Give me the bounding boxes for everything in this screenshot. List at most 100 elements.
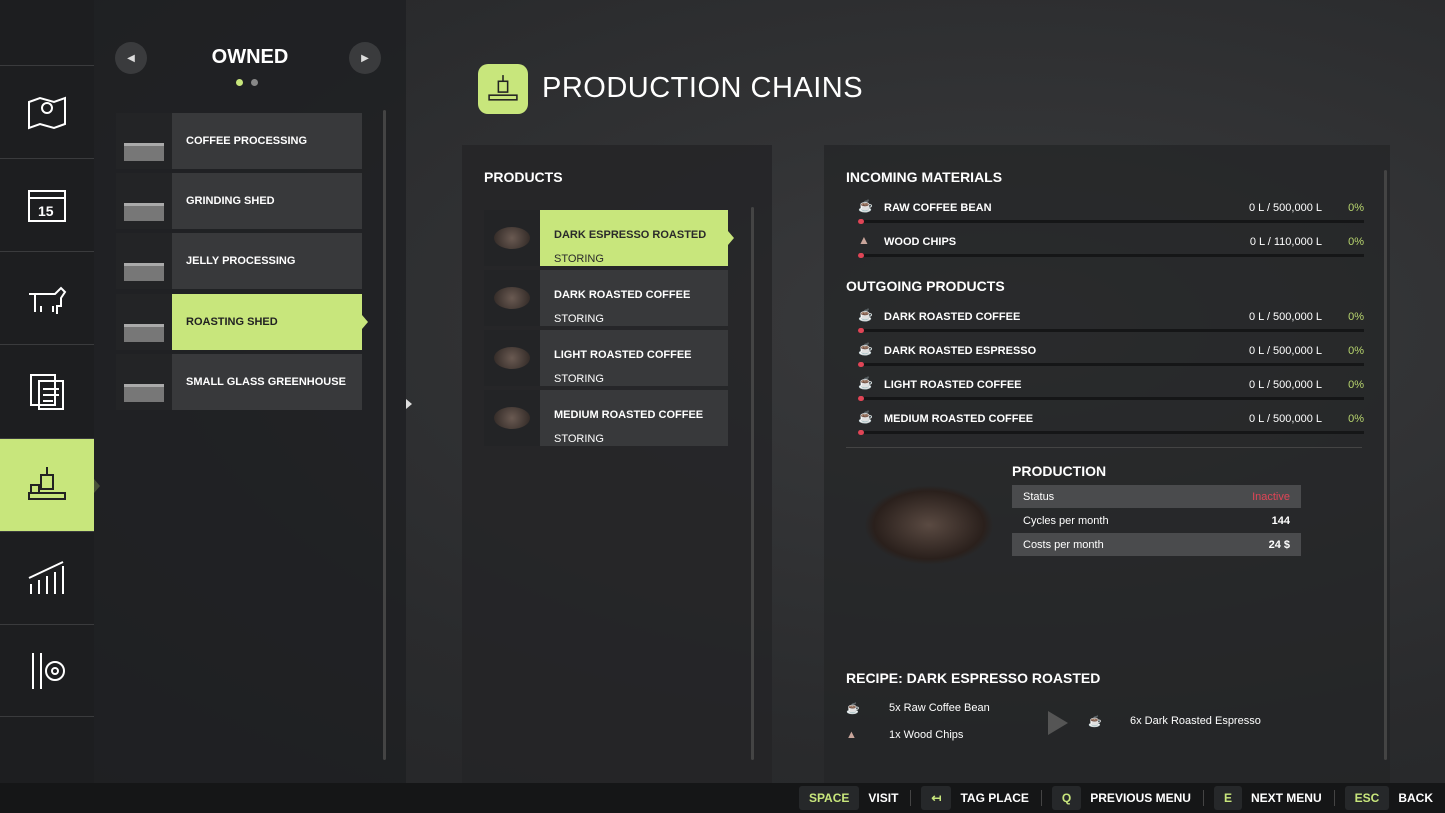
key-e[interactable]: E [1213, 786, 1242, 810]
product-row: ☕ DARK ROASTED COFFEE 0 L / 500,000 L 0% [858, 308, 1364, 338]
coffee-bean-icon: ☕ [858, 342, 873, 356]
collapse-arrow-icon[interactable] [406, 399, 412, 409]
contracts-icon [30, 374, 64, 410]
product-row: ☕ DARK ROASTED ESPRESSO 0 L / 500,000 L 0% [858, 342, 1364, 372]
production-heading: PRODUCTION [1012, 463, 1107, 479]
production-chains-icon [478, 64, 528, 114]
page-dot[interactable] [251, 79, 258, 86]
product-status: STORING [554, 313, 604, 325]
fill-bar [858, 396, 1364, 401]
coffee-bean-icon: ☕ [1088, 716, 1102, 728]
products-panel: PRODUCTS DARK ESPRESSO ROASTED STORING DA… [462, 145, 772, 783]
place-thumbnail [116, 233, 172, 289]
next-menu-action[interactable]: NEXT MENU [1250, 791, 1322, 805]
costs-row: Costs per month 24 $ [1012, 533, 1301, 556]
place-item[interactable]: JELLY PROCESSING [116, 233, 362, 289]
sidebar-item-calendar[interactable]: 15 [0, 158, 94, 251]
place-item[interactable]: SMALL GLASS GREENHOUSE [116, 354, 362, 410]
place-label: ROASTING SHED [186, 316, 278, 328]
fill-bar [858, 328, 1364, 333]
visit-action[interactable]: VISIT [868, 791, 899, 805]
scrollbar[interactable] [751, 207, 754, 760]
coffee-bean-icon: ☕ [858, 376, 873, 390]
next-page-button[interactable]: ▶ [349, 42, 381, 74]
panel-title: OWNED [211, 46, 289, 68]
page-title: PRODUCTION CHAINS [542, 72, 864, 104]
coffee-beans-icon [494, 287, 530, 309]
material-row: ☕ RAW COFFEE BEAN 0 L / 500,000 L 0% [858, 199, 1364, 229]
arrow-right-icon [1048, 711, 1068, 735]
product-item[interactable]: MEDIUM ROASTED COFFEE STORING [484, 390, 728, 446]
status-badge: Inactive [1252, 490, 1290, 503]
page-dot[interactable] [236, 79, 243, 86]
sidebar-item-statistics[interactable] [0, 531, 94, 624]
production-icon [28, 467, 66, 500]
animals-icon [29, 286, 67, 314]
coffee-bean-icon: ☕ [846, 703, 860, 715]
product-status: STORING [554, 253, 604, 265]
coffee-beans-icon [494, 407, 530, 429]
incoming-heading: INCOMING MATERIALS [846, 169, 1003, 185]
sidebar-item-settings[interactable] [0, 624, 94, 717]
sidebar-item-contracts[interactable] [0, 344, 94, 437]
place-label: SMALL GLASS GREENHOUSE [186, 376, 346, 388]
scrollbar[interactable] [383, 110, 386, 760]
product-row: ☕ LIGHT ROASTED COFFEE 0 L / 500,000 L 0% [858, 376, 1364, 406]
key-esc[interactable]: ESC [1344, 786, 1390, 810]
outgoing-heading: OUTGOING PRODUCTS [846, 278, 1005, 294]
products-heading: PRODUCTS [484, 169, 563, 185]
product-item-selected[interactable]: DARK ESPRESSO ROASTED STORING [484, 210, 734, 266]
key-space[interactable]: SPACE [798, 786, 860, 810]
main-menu-sidebar: 15 [0, 0, 100, 783]
place-thumbnail [116, 354, 172, 410]
wood-chips-icon: ▲ [846, 729, 857, 741]
recipe-output: 6x Dark Roasted Espresso [1130, 715, 1261, 727]
page-indicator [236, 79, 258, 86]
product-item[interactable]: DARK ROASTED COFFEE STORING [484, 270, 728, 326]
previous-page-button[interactable]: ◀ [115, 42, 147, 74]
back-action[interactable]: BACK [1398, 791, 1433, 805]
place-item-selected[interactable]: ROASTING SHED [116, 294, 368, 350]
fill-bar [858, 219, 1364, 224]
svg-text:15: 15 [38, 203, 54, 219]
key-tag[interactable]: ↤ [921, 786, 952, 810]
sidebar-item-animals[interactable] [0, 251, 94, 344]
place-item[interactable]: GRINDING SHED [116, 173, 362, 229]
coffee-beans-icon [494, 347, 530, 369]
product-name: DARK ROASTED COFFEE [554, 289, 691, 301]
settings-icon [32, 652, 65, 689]
divider [846, 447, 1362, 448]
statistics-icon [28, 561, 64, 594]
product-item[interactable]: LIGHT ROASTED COFFEE STORING [484, 330, 728, 386]
place-thumbnail [116, 294, 172, 350]
coffee-bean-icon: ☕ [858, 308, 873, 322]
calendar-icon: 15 [28, 190, 66, 222]
product-status: STORING [554, 373, 604, 385]
product-status: STORING [554, 433, 604, 445]
recipe-heading: RECIPE: DARK ESPRESSO ROASTED [846, 670, 1101, 686]
product-row: ☕ MEDIUM ROASTED COFFEE 0 L / 500,000 L 0% [858, 410, 1364, 440]
tag-place-action[interactable]: TAG PLACE [960, 791, 1029, 805]
product-name: LIGHT ROASTED COFFEE [554, 349, 692, 361]
place-thumbnail [116, 173, 172, 229]
place-label: GRINDING SHED [186, 195, 275, 207]
coffee-beans-icon [494, 227, 530, 249]
fill-bar [858, 362, 1364, 367]
sidebar-item-map[interactable] [0, 65, 94, 158]
material-row: ▲ WOOD CHIPS 0 L / 110,000 L 0% [858, 233, 1364, 263]
product-name: MEDIUM ROASTED COFFEE [554, 409, 704, 421]
product-image [864, 485, 994, 565]
status-row: Status Inactive [1012, 485, 1301, 508]
coffee-bean-icon: ☕ [858, 410, 873, 424]
keybind-footer: SPACE VISIT ↤ TAG PLACE Q PREVIOUS MENU E NE… [0, 783, 1445, 813]
previous-menu-action[interactable]: PREVIOUS MENU [1090, 791, 1191, 805]
scrollbar[interactable] [1384, 170, 1387, 760]
key-q[interactable]: Q [1051, 786, 1082, 810]
recipe-input: 5x Raw Coffee Bean [889, 702, 990, 714]
recipe-input: 1x Wood Chips [889, 729, 964, 741]
fill-bar [858, 430, 1364, 435]
coffee-bean-icon: ☕ [858, 199, 873, 213]
sidebar-item-production[interactable] [0, 438, 100, 531]
place-item[interactable]: COFFEE PROCESSING [116, 113, 362, 169]
product-name: DARK ESPRESSO ROASTED [554, 229, 707, 241]
